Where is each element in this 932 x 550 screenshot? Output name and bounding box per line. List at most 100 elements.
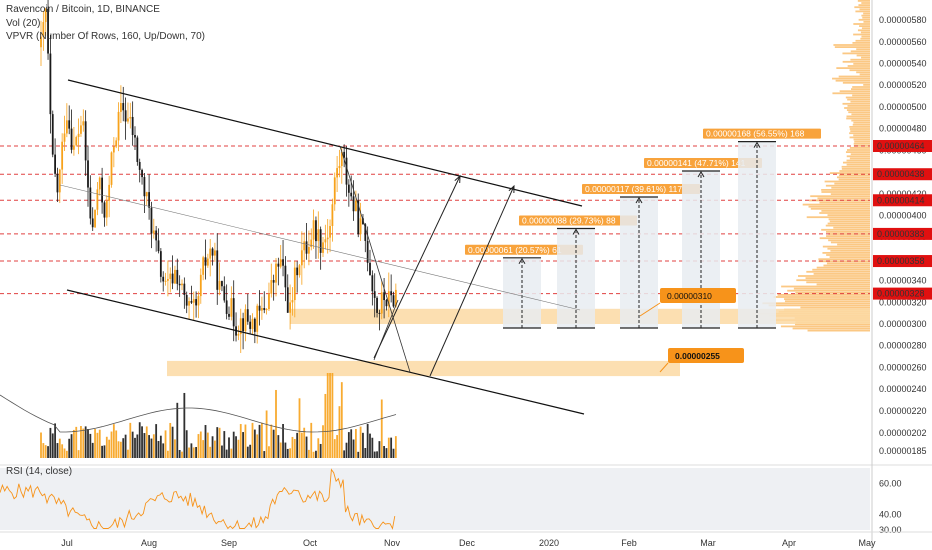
- trend-channel: [59, 79, 585, 415]
- vpvr-bar: [787, 289, 870, 292]
- vpvr-bar: [849, 132, 870, 135]
- volume-bars: [0, 373, 397, 458]
- volume-bar: [75, 426, 78, 458]
- volume-bar: [131, 431, 134, 458]
- volume-bar: [56, 443, 59, 458]
- candle-body: [263, 307, 266, 311]
- vpvr-bar: [861, 56, 870, 59]
- candle-body: [80, 125, 82, 134]
- vpvr-bar: [821, 228, 870, 231]
- vpvr-bar: [858, 18, 870, 21]
- vpvr-bar: [836, 176, 870, 179]
- candle-body: [108, 184, 111, 201]
- volume-bar: [94, 428, 96, 458]
- candle-body: [228, 313, 230, 317]
- candle-body: [124, 110, 127, 122]
- candle-body: [136, 137, 139, 162]
- candle-body: [214, 250, 216, 256]
- candle-body: [336, 168, 338, 178]
- vpvr-bar: [798, 275, 870, 277]
- volume-bar: [230, 448, 233, 458]
- volume-bar: [84, 426, 87, 458]
- vpvr-bar: [825, 224, 870, 227]
- volume-bar: [371, 437, 374, 458]
- candle-body: [223, 286, 226, 301]
- vpvr-bar: [826, 262, 870, 265]
- vpvr-bar: [857, 29, 870, 32]
- time-tick-label: Sep: [221, 538, 237, 548]
- vpvr-bar: [841, 165, 870, 168]
- volume-bar: [310, 422, 313, 458]
- candle-body: [355, 200, 357, 212]
- price-tick-label: 0.00000202: [879, 428, 927, 438]
- volume-bar: [303, 427, 306, 458]
- candle-body: [122, 103, 125, 111]
- candle-body: [303, 241, 306, 251]
- vpvr-bar: [819, 237, 870, 240]
- vpvr-bar: [849, 69, 870, 72]
- volume-bar: [54, 423, 56, 458]
- volume-bar: [162, 443, 165, 458]
- volume-bar: [244, 424, 247, 458]
- candle-body: [47, 8, 49, 54]
- candle-body: [181, 283, 183, 286]
- vpvr-bar: [853, 138, 870, 141]
- target-projections: 0.00000061 (20.57%) 61 0.00000088 (29.73%…: [465, 128, 821, 373]
- candle-body: [157, 240, 160, 252]
- vpvr-bar: [849, 126, 870, 128]
- candle-body: [319, 229, 322, 253]
- vpvr-bar: [802, 203, 870, 206]
- candle-body: [237, 334, 240, 336]
- vpvr-bar: [836, 67, 870, 69]
- volume-bar: [96, 432, 99, 458]
- volume-bar: [70, 434, 73, 458]
- candle-body: [333, 177, 336, 205]
- vpvr-bar: [821, 189, 870, 191]
- volume-bar: [326, 373, 329, 458]
- time-tick-label: May: [858, 538, 876, 548]
- candle-body: [359, 218, 362, 235]
- vpvr-bar: [846, 109, 870, 111]
- price-tick-label: 0.00000480: [879, 124, 927, 134]
- vpvr-bar: [810, 207, 870, 210]
- vpvr-bar: [812, 268, 870, 271]
- candle-body: [148, 192, 150, 208]
- candle-body: [312, 220, 315, 240]
- vpvr-bar: [863, 21, 870, 23]
- volume-bar: [378, 441, 381, 458]
- candle-body: [94, 209, 96, 228]
- volume-bar: [394, 436, 397, 458]
- vpvr-bar: [842, 81, 870, 84]
- volume-bar: [171, 426, 174, 458]
- volume-bar: [89, 433, 92, 458]
- candle-body: [225, 300, 228, 314]
- volume-bar: [51, 433, 54, 458]
- vpvr-bar: [821, 210, 870, 212]
- volume-bar: [58, 438, 61, 458]
- channel-line: [59, 184, 581, 311]
- target-arrow-head: [572, 228, 580, 235]
- vpvr-bar: [827, 247, 870, 250]
- target-arrow-head: [753, 141, 761, 148]
- vpvr-bar: [777, 294, 870, 296]
- vpvr-bar: [807, 329, 870, 332]
- vpvr-bar: [859, 25, 870, 27]
- candle-body: [352, 196, 355, 212]
- rsi-band: [0, 468, 870, 530]
- volume-bar: [261, 422, 263, 458]
- time-tick-label: Feb: [621, 538, 637, 548]
- level-tag-label: 0.00000328: [877, 289, 925, 299]
- candle-body: [103, 202, 106, 218]
- volume-bar: [272, 429, 275, 458]
- vpvr-bar: [831, 186, 870, 189]
- candle-body: [216, 250, 219, 290]
- candle-body: [350, 192, 353, 197]
- candle-body: [77, 133, 80, 138]
- volume-bar: [345, 442, 348, 458]
- volume-bar: [258, 424, 261, 458]
- candle-body: [218, 281, 221, 290]
- volume-bar: [211, 436, 214, 458]
- rsi-tick-label: 60.00: [879, 479, 902, 489]
- candle-body: [305, 241, 308, 254]
- vpvr-bar: [849, 136, 870, 139]
